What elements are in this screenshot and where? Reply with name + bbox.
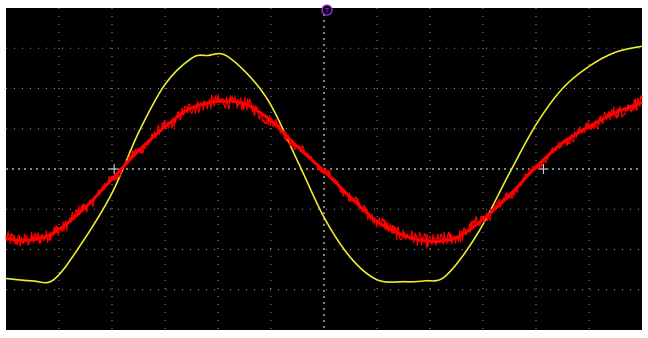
trigger-marker-ring <box>321 4 333 16</box>
trace-layer <box>5 45 643 284</box>
trace-channel-1 <box>5 45 643 284</box>
trigger-marker[interactable]: T <box>321 4 333 16</box>
trace-channel-2 <box>5 99 643 244</box>
trigger-marker-label: T <box>324 7 330 15</box>
